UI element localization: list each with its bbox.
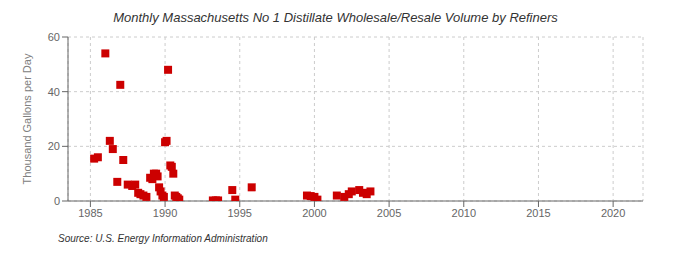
html-text:Monthly Massachusetts No 1 Dis: Monthly Massachusetts No 1 Distillate Wh… <box>113 10 558 25</box>
svg-text:2005: 2005 <box>377 207 401 219</box>
svg-text:1985: 1985 <box>78 207 102 219</box>
svg-text:0: 0 <box>54 195 60 207</box>
svg-text:40: 40 <box>48 86 60 98</box>
svg-text:2015: 2015 <box>526 207 550 219</box>
svg-text:2000: 2000 <box>302 207 326 219</box>
html-text:Source: U.S. Energy Informatio: Source: U.S. Energy Information Administ… <box>58 233 268 244</box>
svg-text:1995: 1995 <box>228 207 252 219</box>
svg-text:2020: 2020 <box>601 207 625 219</box>
svg-text:60: 60 <box>48 31 60 43</box>
svg-text:1990: 1990 <box>153 207 177 219</box>
svg-text:2010: 2010 <box>452 207 476 219</box>
svg-text:20: 20 <box>48 140 60 152</box>
svg-text:Thousand Gallons per Day: Thousand Gallons per Day <box>21 53 33 184</box>
